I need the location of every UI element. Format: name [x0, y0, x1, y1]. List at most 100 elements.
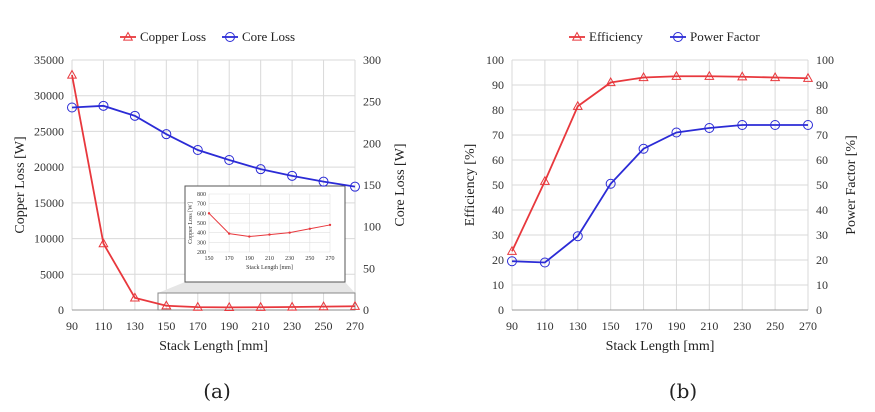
x-tick-label: 210: [700, 319, 718, 333]
data-point: [671, 127, 682, 138]
y2-tick-label: 100: [816, 53, 834, 67]
data-point: [350, 181, 360, 192]
data-point: [506, 245, 518, 255]
series-efficiency: [506, 70, 814, 255]
y2-axis-label: Core Loss [W]: [393, 143, 408, 226]
data-point: [67, 102, 77, 113]
x-tick-label: 130: [126, 319, 144, 333]
legend-label: Power Factor: [690, 29, 760, 44]
data-point: [539, 175, 551, 185]
data-point: [318, 301, 329, 311]
legend-marker: [673, 32, 683, 42]
y2-tick-label: 0: [363, 303, 369, 317]
data-point: [349, 300, 361, 310]
inset-x-tick-label: 270: [326, 256, 335, 262]
inset-x-tick-label: 230: [285, 256, 294, 262]
data-point: [638, 143, 649, 154]
data-point: [255, 301, 266, 311]
x-tick-label: 170: [635, 319, 653, 333]
x-axis-label: Stack Length [mm]: [606, 339, 715, 354]
inset-y-tick-label: 600: [197, 211, 206, 217]
legend-label: Core Loss: [242, 29, 295, 44]
inset-x-tick-label: 210: [265, 256, 274, 262]
y2-tick-label: 100: [363, 220, 381, 234]
y-tick-label: 20: [492, 253, 504, 267]
inset-x-tick-label: 170: [225, 256, 234, 262]
y-tick-label: 0: [498, 303, 504, 317]
inset-frame: [184, 185, 346, 283]
data-point: [572, 100, 583, 110]
y2-tick-label: 250: [363, 95, 381, 109]
data-point: [671, 70, 682, 80]
y2-tick-label: 50: [816, 178, 828, 192]
x-tick-label: 190: [667, 319, 685, 333]
y-tick-label: 10: [492, 278, 504, 292]
data-point: [287, 170, 298, 181]
x-tick-label: 250: [315, 319, 333, 333]
data-point: [66, 69, 78, 79]
inset-y-tick-label: 300: [197, 240, 206, 246]
y-tick-label: 70: [492, 128, 504, 142]
inset-y-tick-label: 200: [197, 250, 206, 256]
series-line: [511, 124, 808, 264]
inset-x-tick-label: 150: [205, 256, 214, 262]
chart-panel-a: 90 110 130 150 170 190 210 230 250 27005000100001…: [13, 29, 408, 403]
inset-y-tick-label: 800: [197, 192, 206, 198]
zoom-guide: [158, 282, 355, 293]
data-point: [161, 300, 172, 310]
inset-data-point: [227, 232, 231, 235]
data-point: [638, 71, 649, 82]
y2-tick-label: 30: [816, 228, 828, 242]
y-tick-label: 5000: [40, 267, 64, 281]
data-point: [803, 120, 813, 130]
inset-y-axis-label: Copper Loss [W]: [188, 202, 194, 244]
x-tick-label: 190: [220, 319, 238, 333]
legend-marker: [225, 32, 235, 42]
inset-x-axis-label: Stack Length [mm]: [246, 265, 293, 271]
x-tick-label: 130: [569, 319, 587, 333]
y-tick-label: 50: [492, 178, 504, 192]
inset-chart: 150 170 190 210 230 250 270 200 300 400 500 600 700 8…: [184, 185, 346, 283]
y-tick-label: 80: [492, 103, 504, 117]
data-point: [224, 301, 235, 312]
y-axis-label: Copper Loss [W]: [13, 136, 28, 233]
y-tick-label: 60: [492, 153, 504, 167]
data-point: [605, 178, 616, 189]
y-tick-label: 25000: [34, 124, 64, 138]
y2-tick-label: 300: [363, 53, 381, 67]
x-tick-label: 230: [283, 319, 301, 333]
y2-tick-label: 200: [363, 136, 381, 150]
chart-panel-b: 90 110 130 150 170 190 210 230 250 270 0 10 20 30 40 50…: [463, 29, 859, 403]
x-tick-label: 110: [536, 319, 554, 333]
inset-data-point: [207, 212, 211, 215]
y2-tick-label: 0: [816, 303, 822, 317]
data-point: [539, 257, 550, 268]
y2-tick-label: 90: [816, 78, 828, 92]
data-point: [704, 123, 715, 133]
y-tick-label: 90: [492, 78, 504, 92]
y-tick-label: 15000: [34, 196, 64, 210]
y-tick-label: 30: [492, 228, 504, 242]
x-tick-label: 90: [66, 319, 78, 333]
y2-tick-label: 150: [363, 178, 381, 192]
y-axis-label: Efficiency [%]: [463, 144, 478, 227]
series-core-loss: [67, 100, 360, 192]
inset-y-tick-label: 700: [197, 202, 206, 208]
x-tick-label: 110: [95, 319, 113, 333]
series-line: [71, 74, 356, 309]
data-point: [605, 76, 616, 87]
y-tick-label: 30000: [34, 89, 64, 103]
data-point: [286, 301, 298, 311]
inset-data-point: [328, 223, 332, 227]
legend-label: Copper Loss: [140, 29, 206, 44]
y-tick-label: 100: [486, 53, 504, 67]
y2-tick-label: 20: [816, 253, 828, 267]
data-point: [224, 155, 235, 165]
inset-data-point: [248, 235, 251, 238]
x-tick-label: 230: [733, 319, 751, 333]
series-line: [71, 104, 356, 188]
legend-label: Efficiency: [589, 29, 643, 44]
x-tick-label: 170: [189, 319, 207, 333]
data-point: [769, 71, 781, 82]
y2-tick-label: 80: [816, 103, 828, 117]
